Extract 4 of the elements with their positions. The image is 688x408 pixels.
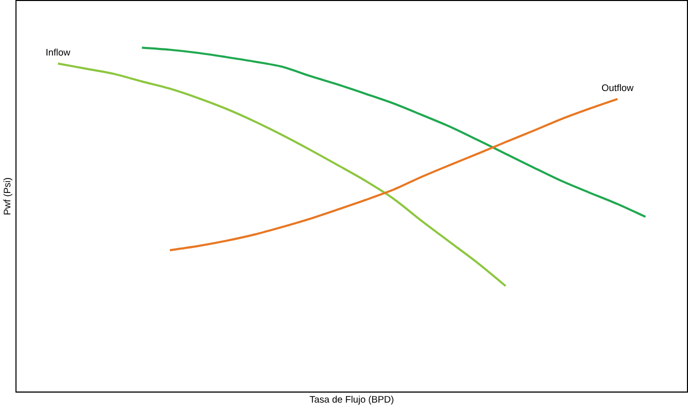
y-axis-title: Pwf (Psi) — [3, 178, 12, 214]
x-axis-title: Tasa de Flujo (BPD) — [310, 396, 394, 405]
series-label: Outflow — [602, 84, 634, 92]
series-label: Inflow — [46, 48, 70, 56]
